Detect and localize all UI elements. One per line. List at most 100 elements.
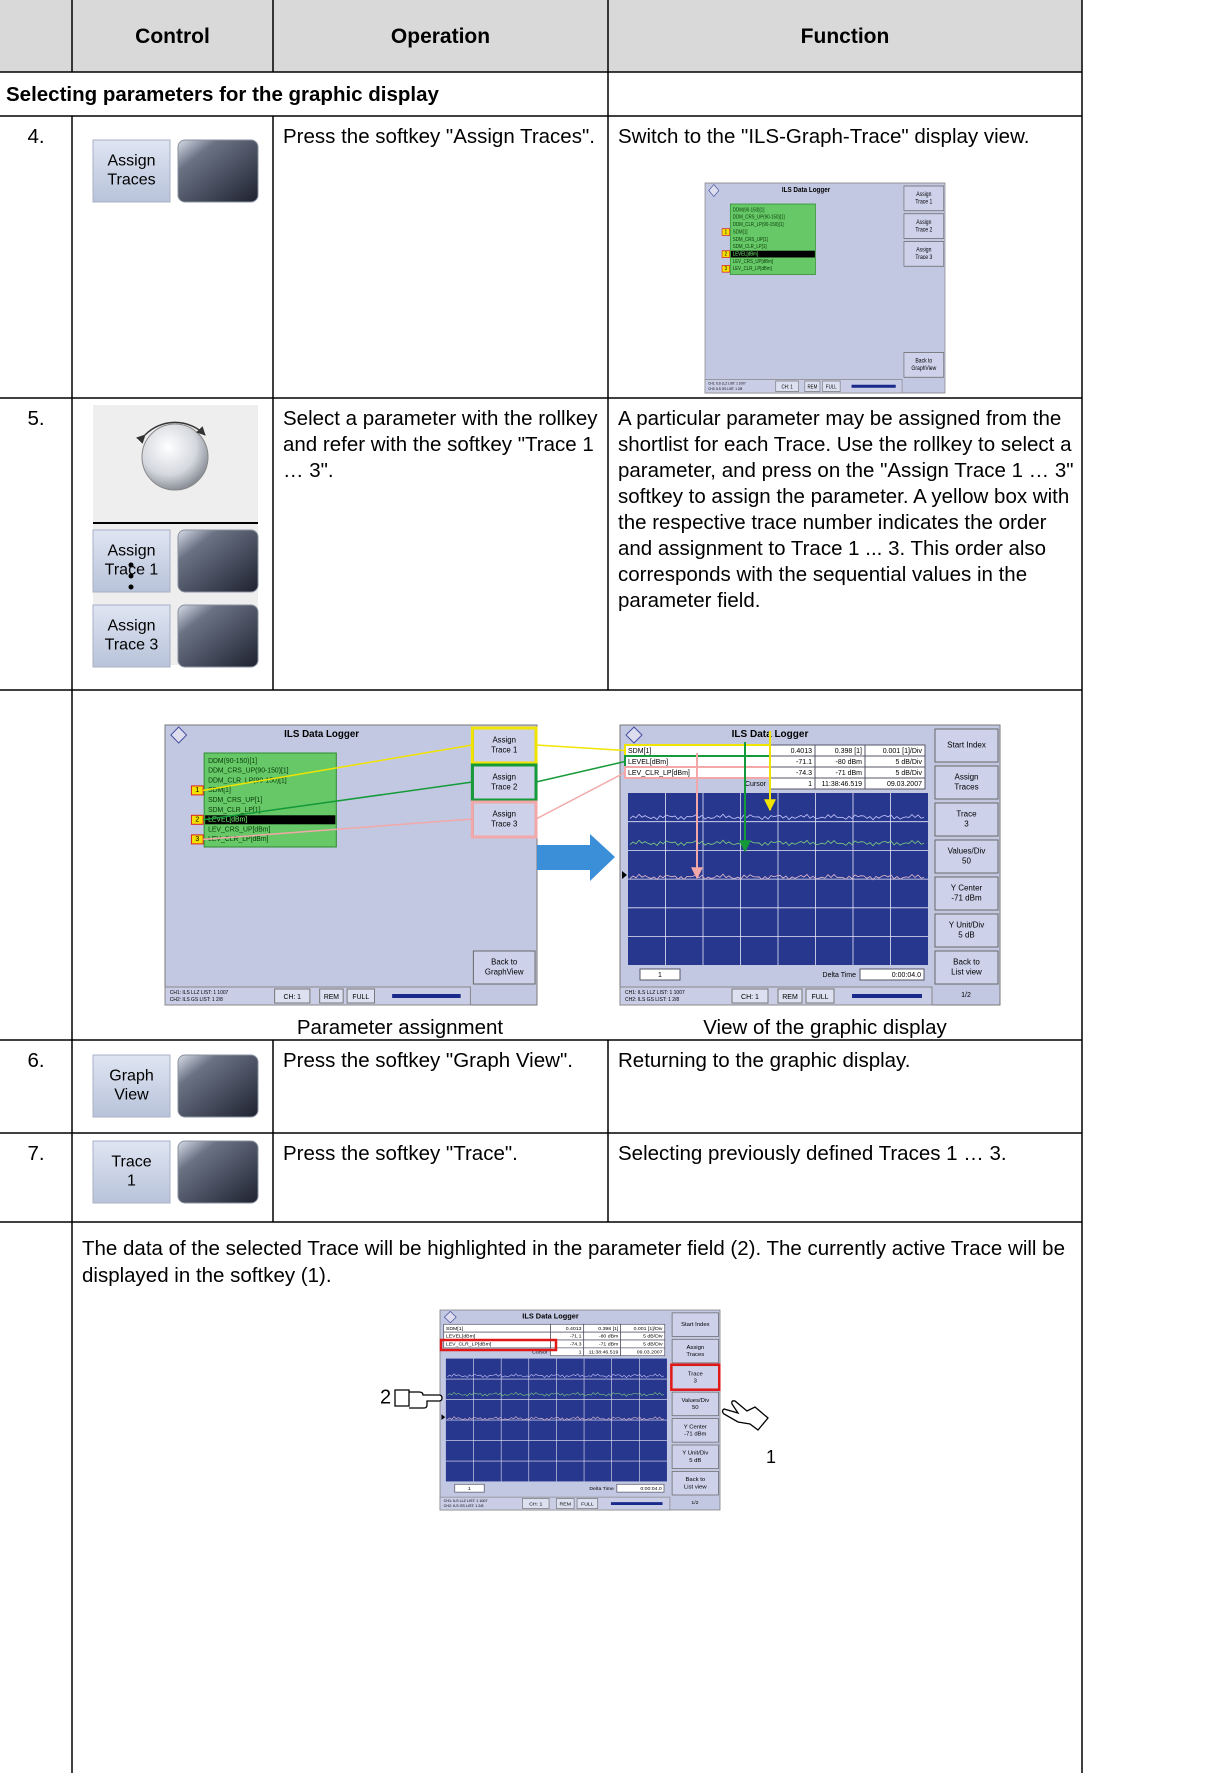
status-field-text: FULL: [581, 1502, 594, 1508]
screen-softkey-label: Start Index: [681, 1322, 710, 1328]
softkey-control: Trace 1: [92, 1140, 259, 1204]
operation-text: Select a parameter with the rollkey and …: [283, 407, 598, 482]
parameter-cell-text: 09.03.2007: [887, 781, 922, 788]
trace-line: [629, 873, 925, 881]
parameter-item: LEVEL[dBm]: [208, 817, 247, 824]
trace-marker: [721, 265, 730, 273]
softkey-label-box: [92, 604, 171, 668]
parameter-cell-text: 5 dB/Div: [643, 1342, 663, 1348]
screen-softkey-label: Back to: [685, 1477, 705, 1483]
function-text: Selecting previously defined Traces 1 … …: [618, 1142, 1007, 1165]
status-field: [319, 988, 344, 1004]
status-field: [805, 988, 835, 1004]
trace-line: [447, 1416, 665, 1421]
softkey-button: [177, 604, 259, 668]
function-text: Switch to the "ILS-Graph-Trace" display …: [618, 125, 1030, 148]
page-indicator: 1/2: [961, 992, 971, 999]
parameter-cell-text: -71.1: [796, 759, 812, 766]
header-function: Function: [800, 25, 890, 48]
parameter-cell-text: 1: [808, 781, 812, 788]
parameter-cell-text: 0.398 [1]: [835, 748, 862, 755]
screen-softkey-label: Traces: [686, 1352, 704, 1358]
status-channel: CH1: ILS LLZ LIST: 1 1007: [170, 990, 229, 996]
assign-link: [203, 744, 473, 792]
trace-marker: [721, 228, 730, 236]
screen-softkey: [934, 876, 999, 911]
cursor-field-text: 1: [468, 1486, 471, 1492]
screen-softkey: [934, 839, 999, 874]
screen-softkey-label: Trace 2: [491, 783, 517, 792]
softkey-label: Trace: [111, 1154, 151, 1171]
delta-value: 0:00:04.0: [640, 1486, 662, 1492]
cursor-field-text: 1: [658, 972, 662, 979]
screen-softkey-label: Assign: [686, 1345, 704, 1351]
status-field: [556, 1498, 575, 1509]
screen-softkey-label: 5 dB: [958, 931, 974, 940]
screen-softkey-label: 50: [692, 1405, 699, 1411]
page-indicator: 1/2: [691, 1500, 698, 1506]
softkey-label: Assign: [107, 618, 155, 635]
parameter-cell-text: SDM[1]: [446, 1326, 464, 1332]
screen-softkey-label: 3: [694, 1379, 697, 1385]
parameter-item: LEV_CLR_LP[dBm]: [208, 836, 268, 843]
figure-caption: Parameter assignment: [296, 1016, 504, 1039]
ellipsis-dot: [128, 562, 134, 568]
screen-softkey-label: Assign: [492, 736, 515, 745]
callout-number: 2: [380, 1386, 391, 1408]
screen-softkey-label: Assign: [954, 773, 978, 782]
screen-softkey: [671, 1471, 719, 1496]
status-bar: [619, 986, 933, 1006]
parameter-cell-text: 5 dB/Div: [896, 759, 923, 766]
row-number: 7.: [27, 1142, 45, 1165]
parameter-cell-text: 0.4013: [791, 748, 813, 755]
softkey-label-box: [92, 1140, 171, 1204]
cursor-field: [454, 1483, 485, 1493]
screen-softkey-label: 3: [964, 820, 969, 829]
softkey-label: Graph: [109, 1068, 153, 1085]
status-field: [346, 988, 375, 1004]
status-channel: CH1: ILS LLZ LIST: 1 1007: [708, 382, 746, 386]
screen-softkey-label: Values/Div: [948, 847, 986, 856]
softkey-label: View: [114, 1087, 149, 1104]
progress-bar: [392, 994, 461, 998]
screen-softkey: [934, 913, 999, 948]
softkey-button: [177, 139, 259, 203]
trace-marker-label: 1: [195, 787, 199, 794]
softkey-label-box: [92, 529, 171, 593]
operation-text: Press the softkey "Assign Traces".: [283, 125, 595, 148]
parameter-cell-text: 1: [579, 1350, 582, 1356]
parameter-item: SDM_CLR_LP[1]: [733, 244, 767, 250]
status-field-text: CH: 1: [741, 994, 759, 1001]
parameter-item: SDM_CLR_LP[1]: [208, 807, 260, 814]
status-field: [576, 1498, 599, 1509]
status-channel: CH1: ILS LLZ LIST: 1 1007: [444, 1499, 488, 1503]
parameter-list: [729, 203, 816, 275]
parameter-cell-text: 5 dB/Div: [896, 770, 923, 777]
section-title: Selecting parameters for the graphic dis…: [6, 83, 439, 106]
device-screen: ILS Data Logger CH1: ILS LLZ LIST: 1 1007…: [704, 182, 946, 394]
screen-softkey-label: GraphView: [911, 366, 937, 372]
screen-softkey-label: Back to: [953, 958, 980, 967]
screen-softkey-label: Trace 1: [915, 199, 932, 205]
logo: [443, 1310, 457, 1324]
screen-softkey: [671, 1444, 719, 1469]
status-field: [822, 380, 841, 392]
delta-label: Delta Time: [589, 1486, 614, 1492]
trace-marker-label: 3: [725, 266, 728, 272]
status-field-text: FULL: [811, 994, 828, 1001]
parameter-item: DDM(90-150)[1]: [733, 207, 765, 213]
screen-softkey-label: Traces: [954, 783, 978, 792]
status-field: [775, 380, 799, 392]
parameter-cell-text: 11:38:46.519: [822, 781, 862, 788]
screen-softkey-label: Assign: [916, 247, 931, 253]
status-channel: CH2: ILS GS LIST: 1 2/8: [444, 1504, 484, 1508]
cursor-field: [639, 968, 681, 981]
screen-title: ILS Data Logger: [782, 187, 831, 195]
progress-bar: [610, 1502, 663, 1505]
status-channel: CH2: ILS GS LIST: 1 2/8: [625, 997, 679, 1003]
screen-title: ILS Data Logger: [284, 729, 359, 740]
parameter-cell-text: -80 dBm: [836, 759, 863, 766]
status-field: [274, 988, 311, 1004]
screen-softkey-label: Y Unit/Div: [682, 1451, 708, 1457]
